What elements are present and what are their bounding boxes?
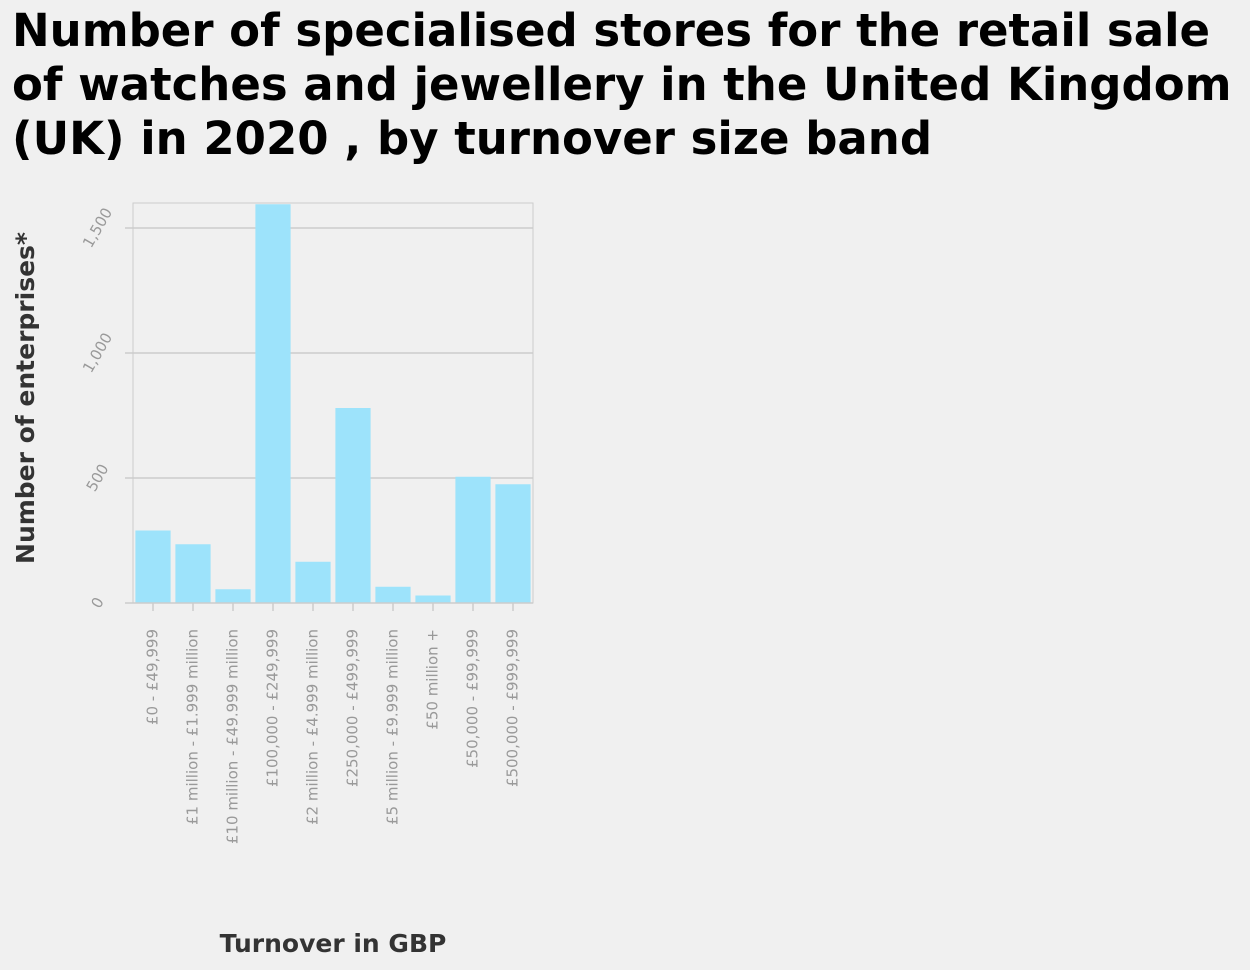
x-tick-label: £250,000 - £499,999 — [344, 629, 362, 787]
bar — [175, 544, 211, 603]
bar — [455, 476, 491, 603]
bar — [335, 408, 371, 603]
x-tick-label: £0 - £49,999 — [144, 629, 162, 725]
x-tick-labels: £0 - £49,999 £1 million - £1.999 million £… — [144, 629, 522, 844]
x-tick-label: £2 million - £4.999 million — [304, 629, 322, 825]
bar — [495, 484, 531, 603]
y-tick-labels: 0 500 1,000 1,500 — [79, 205, 116, 612]
y-tick-label: 1,000 — [79, 330, 116, 376]
chart-title: Number of specialised stores for the ret… — [12, 4, 1232, 165]
y-tick-label: 1,500 — [79, 205, 116, 251]
bar — [295, 561, 331, 603]
x-tick-label: £500,000 - £999,999 — [504, 629, 522, 787]
bar — [135, 530, 171, 603]
x-tick-label: £50 million + — [424, 629, 442, 730]
grid-lines — [133, 227, 533, 479]
bar — [215, 589, 251, 603]
axes — [125, 227, 533, 611]
y-tick-label: 0 — [87, 594, 107, 611]
x-tick-label: £100,000 - £249,999 — [264, 629, 282, 787]
x-axis-title: Turnover in GBP — [220, 929, 447, 958]
bars — [135, 204, 531, 603]
bar — [415, 595, 451, 603]
bar — [375, 586, 411, 603]
y-tick-label: 500 — [83, 461, 113, 495]
bar — [255, 204, 291, 603]
x-tick-label: £5 million - £9.999 million — [384, 629, 402, 825]
x-tick-label: £50,000 - £99,999 — [464, 629, 482, 768]
x-tick-label: £1 million - £1.999 million — [184, 629, 202, 825]
y-axis-title: Number of enterprises* — [11, 232, 40, 564]
x-tick-label: £10 million - £49.999 million — [224, 629, 242, 844]
